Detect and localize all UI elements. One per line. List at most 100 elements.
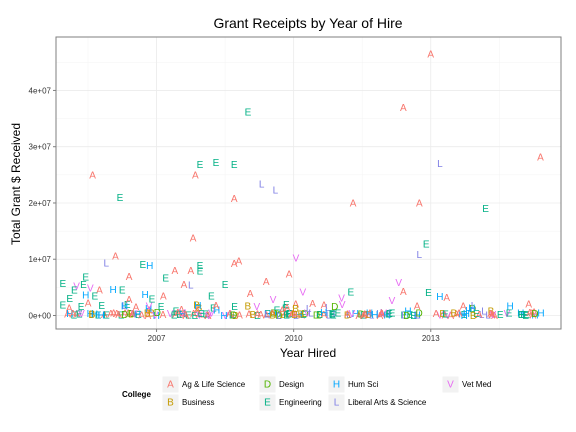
data-point: L <box>103 259 109 270</box>
data-point: V <box>179 308 186 319</box>
data-point: A <box>284 303 291 314</box>
data-point: A <box>476 310 483 321</box>
data-point: E <box>254 311 261 322</box>
data-point: E <box>95 310 102 321</box>
data-point: H <box>121 301 128 312</box>
y-axis-title: Total Grant $ Received <box>9 123 23 245</box>
y-tick-label: 1e+07 <box>29 255 52 264</box>
data-point: V <box>205 311 212 322</box>
data-point: H <box>352 309 359 320</box>
data-point: E <box>103 311 110 322</box>
data-point: L <box>481 306 487 317</box>
data-point: E <box>66 294 73 305</box>
data-point: A <box>309 299 316 310</box>
data-point: A <box>85 299 92 310</box>
data-point: H <box>371 310 378 321</box>
data-point: L <box>308 309 314 320</box>
data-point: L <box>376 309 382 320</box>
data-point: V <box>504 309 511 320</box>
data-point: A <box>73 309 80 320</box>
data-point: E <box>264 309 271 320</box>
data-point: E <box>461 310 468 321</box>
data-point: B <box>450 308 457 319</box>
data-point: L <box>437 159 443 170</box>
data-point: H <box>366 308 373 319</box>
data-point: B <box>245 302 252 313</box>
data-point: A <box>110 309 117 320</box>
data-point: E <box>347 287 354 298</box>
data-point: E <box>197 261 204 272</box>
chart-title: Grant Receipts by Year of Hire <box>213 15 402 31</box>
x-tick-label: 2010 <box>285 334 303 343</box>
data-point: A <box>145 311 152 322</box>
data-point: A <box>254 309 261 320</box>
data-point: E <box>60 300 67 311</box>
legend-key <box>161 393 180 412</box>
x-axis: 2007 2010 2013 <box>148 329 440 343</box>
data-point: H <box>463 309 470 320</box>
data-point: E <box>329 309 336 320</box>
data-point: H <box>220 311 227 322</box>
data-point: H <box>142 290 149 301</box>
data-point: A <box>286 269 293 280</box>
data-point: E <box>118 311 125 322</box>
data-point: E <box>425 288 432 299</box>
data-point: B <box>232 311 239 322</box>
data-point: E <box>158 302 165 313</box>
data-point: D <box>274 309 281 320</box>
data-point: L <box>388 309 394 320</box>
data-point: E <box>335 309 342 320</box>
legend-key-symbol: L <box>334 398 340 409</box>
legend-key <box>258 393 277 412</box>
data-point: H <box>461 311 468 322</box>
data-point: A <box>129 310 136 321</box>
data-point: E <box>389 308 396 319</box>
legend-key-symbol: B <box>167 398 174 409</box>
panel-border <box>55 36 562 330</box>
data-point: L <box>380 308 386 319</box>
data-point: V <box>76 309 83 320</box>
data-point: B <box>280 310 287 321</box>
data-point: A <box>226 309 233 320</box>
legend-key <box>441 375 460 394</box>
data-point: B <box>196 303 203 314</box>
data-point: A <box>355 311 362 322</box>
data-point: A <box>525 299 532 310</box>
data-point: A <box>196 310 203 321</box>
data-point: A <box>531 308 538 319</box>
data-point: E <box>330 311 337 322</box>
data-point: V <box>152 310 159 321</box>
data-point: E <box>283 310 290 321</box>
data-point: D <box>230 310 237 321</box>
data-point: D <box>358 310 365 321</box>
data-point: A <box>108 309 115 320</box>
data-point: B <box>298 310 305 321</box>
data-point: V <box>349 309 356 320</box>
data-point: A <box>194 306 201 317</box>
data-point: B <box>144 309 151 320</box>
data-point: L <box>369 310 375 321</box>
data-point: E <box>197 160 204 171</box>
data-point: L <box>265 309 271 320</box>
data-point: E <box>171 310 178 321</box>
data-point: A <box>231 259 238 270</box>
legend-label: Ag & Life Science <box>182 380 246 389</box>
legend-key-symbol: H <box>333 380 340 391</box>
x-axis-title: Year Hired <box>280 346 336 360</box>
data-point: V <box>208 308 215 319</box>
data-point: A <box>175 308 182 319</box>
data-point: E <box>231 302 238 313</box>
data-point: E <box>198 309 205 320</box>
legend-key-symbol: V <box>447 380 454 391</box>
data-point: E <box>300 310 307 321</box>
data-point: A <box>160 291 167 302</box>
data-point: A <box>292 310 299 321</box>
data-point: E <box>329 310 336 321</box>
data-point: A <box>400 287 407 298</box>
data-point: H <box>517 309 524 320</box>
data-point: H <box>179 309 186 320</box>
data-point: A <box>171 266 178 277</box>
data-point: A <box>489 310 496 321</box>
